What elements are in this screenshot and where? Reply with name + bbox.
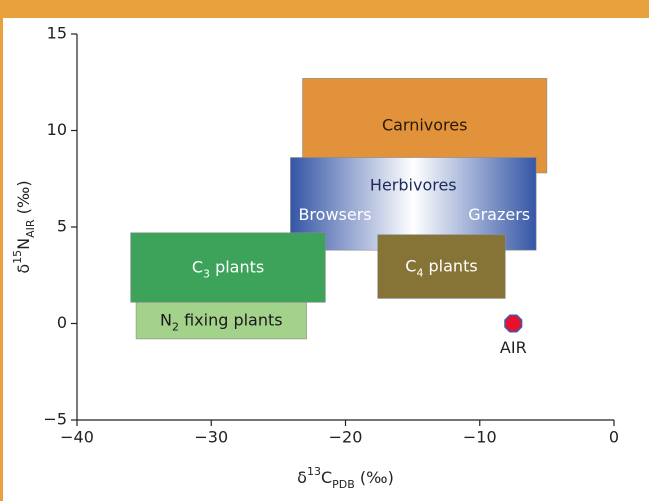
label-part: AIR	[24, 219, 37, 238]
box-label: C3 plants	[192, 257, 264, 280]
label-part: N	[14, 238, 33, 250]
box-sublabel: Grazers	[468, 205, 530, 224]
range-box	[302, 78, 548, 174]
y-tick-label: 5	[57, 217, 67, 236]
label-part: plants	[210, 257, 264, 276]
x-tick-label: −30	[194, 428, 228, 447]
label-part: N	[160, 310, 172, 329]
label-part: plants	[423, 256, 477, 275]
range-box	[130, 232, 326, 303]
label-part: (‰)	[355, 468, 394, 487]
y-tick-label: 10	[47, 120, 67, 139]
box-label: C4 plants	[405, 256, 477, 279]
label-part: δ	[14, 264, 33, 274]
y-axis-label: δ15NAIR (‰)	[11, 180, 37, 273]
point-label: AIR	[500, 338, 527, 357]
x-tick-label: −20	[329, 428, 363, 447]
label-part: 3	[203, 267, 210, 280]
box-label: Carnivores	[382, 115, 468, 134]
label-part: PDB	[332, 478, 355, 491]
y-tick-label: −5	[43, 410, 67, 429]
label-part: C	[405, 256, 416, 275]
label-part: C	[192, 257, 203, 276]
label-part: 2	[172, 320, 179, 333]
range-box	[377, 234, 506, 299]
label-part: Carnivores	[382, 115, 468, 134]
label-part: 13	[307, 465, 321, 478]
box-label: Herbivores	[370, 175, 457, 194]
y-tick-label: 0	[57, 313, 67, 332]
label-part: 15	[11, 250, 24, 264]
label-part: fixing plants	[179, 310, 283, 329]
label-part: 4	[416, 266, 423, 279]
header-strip	[0, 0, 649, 18]
label-part: C	[321, 468, 332, 487]
y-tick-label: 15	[47, 24, 67, 43]
label-part: δ	[297, 468, 307, 487]
x-axis-label: δ13CPDB (‰)	[297, 465, 394, 491]
x-tick-label: 0	[609, 428, 619, 447]
left-border	[0, 0, 3, 501]
label-part: (‰)	[14, 180, 33, 219]
box-sublabel: Browsers	[298, 205, 371, 224]
point	[504, 314, 523, 333]
label-part: Herbivores	[370, 175, 457, 194]
x-tick-label: −40	[60, 428, 94, 447]
box-label: N2 fixing plants	[160, 310, 283, 333]
range-box	[135, 301, 307, 340]
x-tick-label: −10	[463, 428, 497, 447]
